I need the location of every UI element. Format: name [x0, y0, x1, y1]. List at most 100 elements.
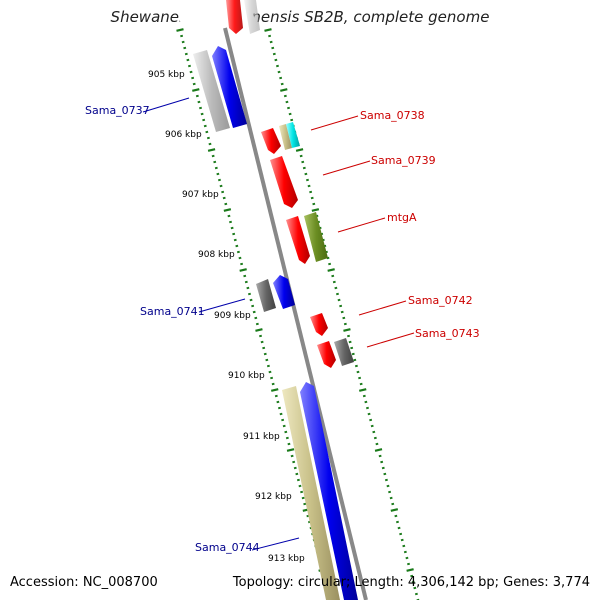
- minor-tick: [280, 82, 284, 86]
- minor-tick: [337, 298, 341, 302]
- minor-tick: [381, 466, 385, 470]
- gene-label-sama-0737[interactable]: Sama_0737: [85, 104, 150, 117]
- gene-feature-gray-0741[interactable]: [256, 279, 276, 312]
- minor-tick: [189, 70, 193, 74]
- minor-tick: [411, 580, 415, 584]
- minor-tick: [271, 46, 275, 50]
- minor-tick: [331, 274, 335, 278]
- minor-tick: [254, 316, 258, 320]
- minor-tick: [340, 310, 344, 314]
- gene-feature-sama-0743[interactable]: [334, 338, 354, 366]
- major-tick: [255, 328, 263, 332]
- minor-tick: [305, 178, 309, 182]
- minor-tick: [265, 358, 269, 362]
- minor-tick: [271, 382, 275, 386]
- minor-tick: [300, 490, 304, 494]
- gene-feature-sama-0741[interactable]: [273, 275, 295, 309]
- gene-feature-top-red[interactable]: [226, 0, 243, 34]
- kbp-label: 905 kbp: [148, 70, 185, 80]
- gene-feature-mtga[interactable]: [304, 212, 328, 262]
- gene-feature-sama-0737[interactable]: [212, 46, 247, 128]
- major-tick: [192, 88, 200, 92]
- kbp-label: 910 kbp: [228, 371, 265, 381]
- minor-tick: [383, 472, 387, 476]
- minor-tick: [388, 490, 392, 494]
- minor-tick: [251, 304, 255, 308]
- minor-tick: [359, 382, 363, 386]
- minor-tick: [202, 118, 206, 122]
- minor-tick: [312, 202, 316, 206]
- gene-feature-tan-small[interactable]: [279, 124, 292, 150]
- minor-tick: [285, 100, 289, 104]
- minor-tick: [260, 340, 264, 344]
- gene-feature-sama-0739[interactable]: [270, 156, 298, 208]
- minor-tick: [348, 340, 352, 344]
- gene-feature-sama-0744[interactable]: [300, 382, 358, 600]
- kbp-label: 908 kbp: [198, 250, 235, 260]
- gene-feature-red-mid[interactable]: [286, 216, 310, 264]
- gene-feature-red-small[interactable]: [261, 128, 281, 154]
- minor-tick: [290, 118, 294, 122]
- gene-feature-sama-0738[interactable]: [286, 122, 300, 148]
- gene-label-mtga[interactable]: mtgA: [387, 211, 417, 224]
- minor-tick: [288, 112, 292, 116]
- minor-tick: [389, 496, 393, 500]
- gene-feature-red-0743[interactable]: [317, 341, 336, 368]
- minor-tick: [373, 436, 377, 440]
- leader-line-sama-0742: [358, 300, 407, 316]
- minor-tick: [350, 346, 354, 350]
- minor-tick: [222, 196, 226, 200]
- minor-tick: [203, 124, 207, 128]
- minor-tick: [362, 394, 366, 398]
- gene-feature-khaki-long[interactable]: [282, 386, 340, 600]
- minor-tick: [302, 166, 306, 170]
- minor-tick: [200, 112, 204, 116]
- gene-feature-sama-0742[interactable]: [310, 313, 328, 336]
- leader-line-sama-0739: [322, 160, 371, 176]
- minor-tick: [221, 190, 225, 194]
- minor-tick: [262, 346, 266, 350]
- major-tick: [390, 508, 399, 512]
- gene-label-sama-0742[interactable]: Sama_0742: [408, 294, 473, 307]
- minor-tick: [293, 466, 297, 470]
- minor-tick: [369, 418, 373, 422]
- minor-tick: [244, 280, 248, 284]
- minor-tick: [391, 502, 395, 506]
- minor-tick: [206, 136, 210, 140]
- leader-line-sama-0743: [366, 332, 415, 348]
- minor-tick: [358, 376, 362, 380]
- gene-feature-sama-0737-gray[interactable]: [193, 50, 230, 132]
- minor-tick: [259, 334, 263, 338]
- leader-line-sama-0741: [198, 298, 246, 313]
- gene-label-sama-0743[interactable]: Sama_0743: [415, 327, 480, 340]
- minor-tick: [414, 592, 418, 596]
- major-tick: [358, 388, 367, 392]
- minor-tick: [354, 364, 358, 368]
- leader-line-sama-0737: [142, 97, 190, 113]
- gene-label-sama-0741[interactable]: Sama_0741: [140, 305, 205, 318]
- minor-tick: [395, 520, 399, 524]
- minor-tick: [343, 322, 347, 326]
- minor-tick: [219, 184, 223, 188]
- minor-tick: [303, 502, 307, 506]
- gene-feature-top-light[interactable]: [244, 0, 260, 34]
- minor-tick: [332, 280, 336, 284]
- gene-label-sama-0738[interactable]: Sama_0738: [360, 109, 425, 122]
- major-tick: [311, 208, 320, 212]
- minor-tick: [180, 34, 184, 38]
- minor-tick: [397, 526, 401, 530]
- minor-tick: [356, 370, 360, 374]
- minor-tick: [195, 94, 199, 98]
- minor-tick: [285, 436, 289, 440]
- gene-label-sama-0739[interactable]: Sama_0739: [371, 154, 436, 167]
- minor-tick: [187, 64, 191, 68]
- minor-tick: [290, 454, 294, 458]
- gene-label-sama-0744[interactable]: Sama_0744: [195, 541, 260, 554]
- minor-tick: [310, 196, 314, 200]
- major-tick: [176, 28, 184, 32]
- minor-tick: [309, 190, 313, 194]
- minor-tick: [281, 418, 285, 422]
- major-tick: [406, 568, 414, 572]
- major-tick: [223, 208, 232, 212]
- minor-tick: [370, 424, 374, 428]
